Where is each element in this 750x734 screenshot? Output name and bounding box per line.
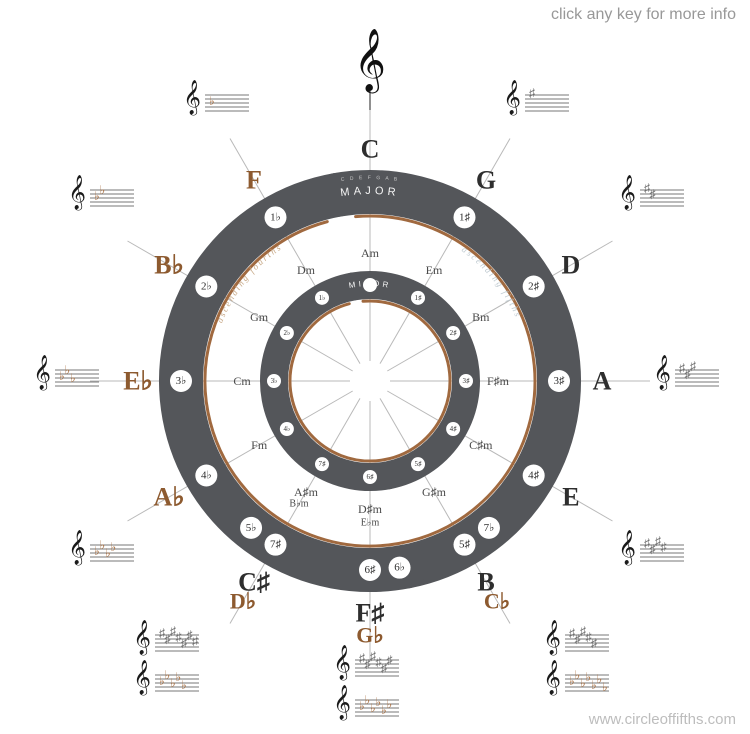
key-hit-C♯[interactable] xyxy=(234,562,274,602)
key-signature-staff: 𝄞♯♯ xyxy=(618,175,684,211)
pip-minor[interactable] xyxy=(363,278,377,292)
treble-clef-icon: 𝄞 xyxy=(333,685,351,721)
pip-minor-label: 4♯ xyxy=(450,425,458,433)
pip-major-enh-label: 5♭ xyxy=(246,522,257,534)
key-hit-F♯[interactable] xyxy=(350,593,390,633)
pip-minor-label: 7♯ xyxy=(319,460,327,468)
pip-major-enh-label: 6♭ xyxy=(394,562,405,574)
key-signature-staff: 𝄞♯♯♯ xyxy=(653,355,719,391)
treble-clef-icon: 𝄞 xyxy=(333,645,351,681)
key-hit-G[interactable] xyxy=(466,160,506,200)
pip-minor-label: 1♯ xyxy=(415,294,423,302)
minor-key-label[interactable]: F♯m xyxy=(487,374,510,388)
sharp-icon: ♯ xyxy=(650,187,656,201)
sharp-icon: ♯ xyxy=(529,86,535,100)
key-hit-E♭[interactable] xyxy=(118,361,158,401)
sharp-icon: ♯ xyxy=(690,359,696,373)
pip-major-label: 7♯ xyxy=(270,539,282,551)
flat-icon: ♭ xyxy=(209,94,215,108)
minor-key-label[interactable]: Bm xyxy=(472,310,490,324)
key-signature-staff: 𝄞♭♭♭♭ xyxy=(68,530,134,566)
minor-key-label[interactable]: Cm xyxy=(233,374,251,388)
flat-icon: ♭ xyxy=(602,680,608,694)
flat-icon: ♭ xyxy=(111,540,117,554)
pip-minor-label: 5♯ xyxy=(415,460,423,468)
treble-clef-icon: 𝄞 xyxy=(68,530,86,566)
key-signature-staff: 𝄞♭♭♭♭♭♭ xyxy=(333,685,399,721)
key-signature-staff: 𝄞♯♯♯♯♯♯♯ xyxy=(133,620,199,656)
key-signature-staff: 𝄞♯♯♯♯♯ xyxy=(543,620,609,656)
key-hit-A♭[interactable] xyxy=(149,477,189,517)
treble-clef-icon: 𝄞 xyxy=(133,660,151,696)
treble-clef-icon: 𝄞 xyxy=(354,30,386,94)
key-hit-E[interactable] xyxy=(551,477,591,517)
pip-major-label: 3♭ xyxy=(176,375,187,387)
key-signature-staff: 𝄞♯♯♯♯ xyxy=(618,530,684,566)
pip-major-label: 5♯ xyxy=(459,539,471,551)
key-signature-staff: 𝄞♭♭♭♭♭♭♭ xyxy=(543,660,609,696)
key-hit-B♭[interactable] xyxy=(149,245,189,285)
minor-key-label[interactable]: Fm xyxy=(251,438,268,452)
pip-minor-label: 2♭ xyxy=(283,329,290,337)
minor-key-label[interactable]: G♯m xyxy=(422,485,447,499)
pip-major-label: 3♯ xyxy=(554,375,566,387)
treble-clef-icon: 𝄞 xyxy=(653,355,671,391)
treble-clef-icon: 𝄞 xyxy=(618,175,636,211)
pip-major-label: 2♯ xyxy=(528,281,540,293)
pip-major-label: 4♭ xyxy=(201,470,212,482)
key-hit-D[interactable] xyxy=(551,245,591,285)
treble-clef-icon: 𝄞 xyxy=(133,620,151,656)
treble-clef-icon: 𝄞 xyxy=(503,80,521,116)
minor-key-label[interactable]: D♯m xyxy=(358,502,383,516)
sharp-icon: ♯ xyxy=(661,540,667,554)
flat-icon: ♭ xyxy=(387,697,393,711)
flat-icon: ♭ xyxy=(70,371,76,385)
sharp-icon: ♯ xyxy=(591,636,597,650)
pip-minor-label: 3♯ xyxy=(463,377,471,385)
key-signature-staff: 𝄞♭♭♭♭♭ xyxy=(133,660,199,696)
key-signature-staff: 𝄞♯♯♯♯♯♯ xyxy=(333,645,399,681)
pip-major-label: 1♭ xyxy=(270,211,281,223)
pip-minor-label: 4♭ xyxy=(283,425,290,433)
treble-clef-icon: 𝄞 xyxy=(68,175,86,211)
key-hit-C[interactable] xyxy=(350,129,390,169)
treble-clef-icon: 𝄞 xyxy=(183,80,201,116)
key-signature-staff: 𝄞♭♭♭ xyxy=(33,355,99,391)
circle-of-fifths: MAJORMINORC D E F G A Bascending fourths… xyxy=(0,0,750,734)
key-hit-F[interactable] xyxy=(234,160,274,200)
minor-key-label[interactable]: Gm xyxy=(250,310,269,324)
key-signature-staff: 𝄞♭♭ xyxy=(68,175,134,211)
minor-key-enh-label[interactable]: E♭m xyxy=(361,518,380,529)
minor-key-label[interactable]: Em xyxy=(426,263,443,277)
pip-minor-label: 3♭ xyxy=(271,377,278,385)
key-hit-B[interactable] xyxy=(466,562,506,602)
minor-key-label[interactable]: Am xyxy=(361,246,380,260)
key-signature-staff: 𝄞♭ xyxy=(183,80,249,116)
sharp-icon: ♯ xyxy=(387,653,393,667)
pip-major-label: 2♭ xyxy=(201,281,212,293)
pip-major-enh-label: 7♭ xyxy=(484,522,495,534)
pip-minor-label: 6♯ xyxy=(367,473,375,481)
minor-key-label[interactable]: A♯m xyxy=(294,485,319,499)
minor-key-enh-label[interactable]: B♭m xyxy=(289,498,308,509)
key-signature-staff: 𝄞♯ xyxy=(503,80,569,116)
key-hit-A[interactable] xyxy=(582,361,622,401)
pip-major-label: 6♯ xyxy=(365,564,377,576)
minor-key-label[interactable]: C♯m xyxy=(469,438,493,452)
flat-icon: ♭ xyxy=(100,183,106,197)
pip-minor-label: 2♯ xyxy=(450,329,458,337)
minor-key-label[interactable]: Dm xyxy=(297,263,316,277)
treble-clef-icon: 𝄞 xyxy=(33,355,51,391)
pip-minor-label: 1♭ xyxy=(319,294,326,302)
sharp-icon: ♯ xyxy=(192,634,198,648)
pip-major-label: 4♯ xyxy=(528,470,540,482)
treble-clef-icon: 𝄞 xyxy=(543,620,561,656)
treble-clef-icon: 𝄞 xyxy=(618,530,636,566)
pip-major-label: 1♯ xyxy=(459,211,471,223)
flat-icon: ♭ xyxy=(181,678,187,692)
treble-clef-icon: 𝄞 xyxy=(543,660,561,696)
